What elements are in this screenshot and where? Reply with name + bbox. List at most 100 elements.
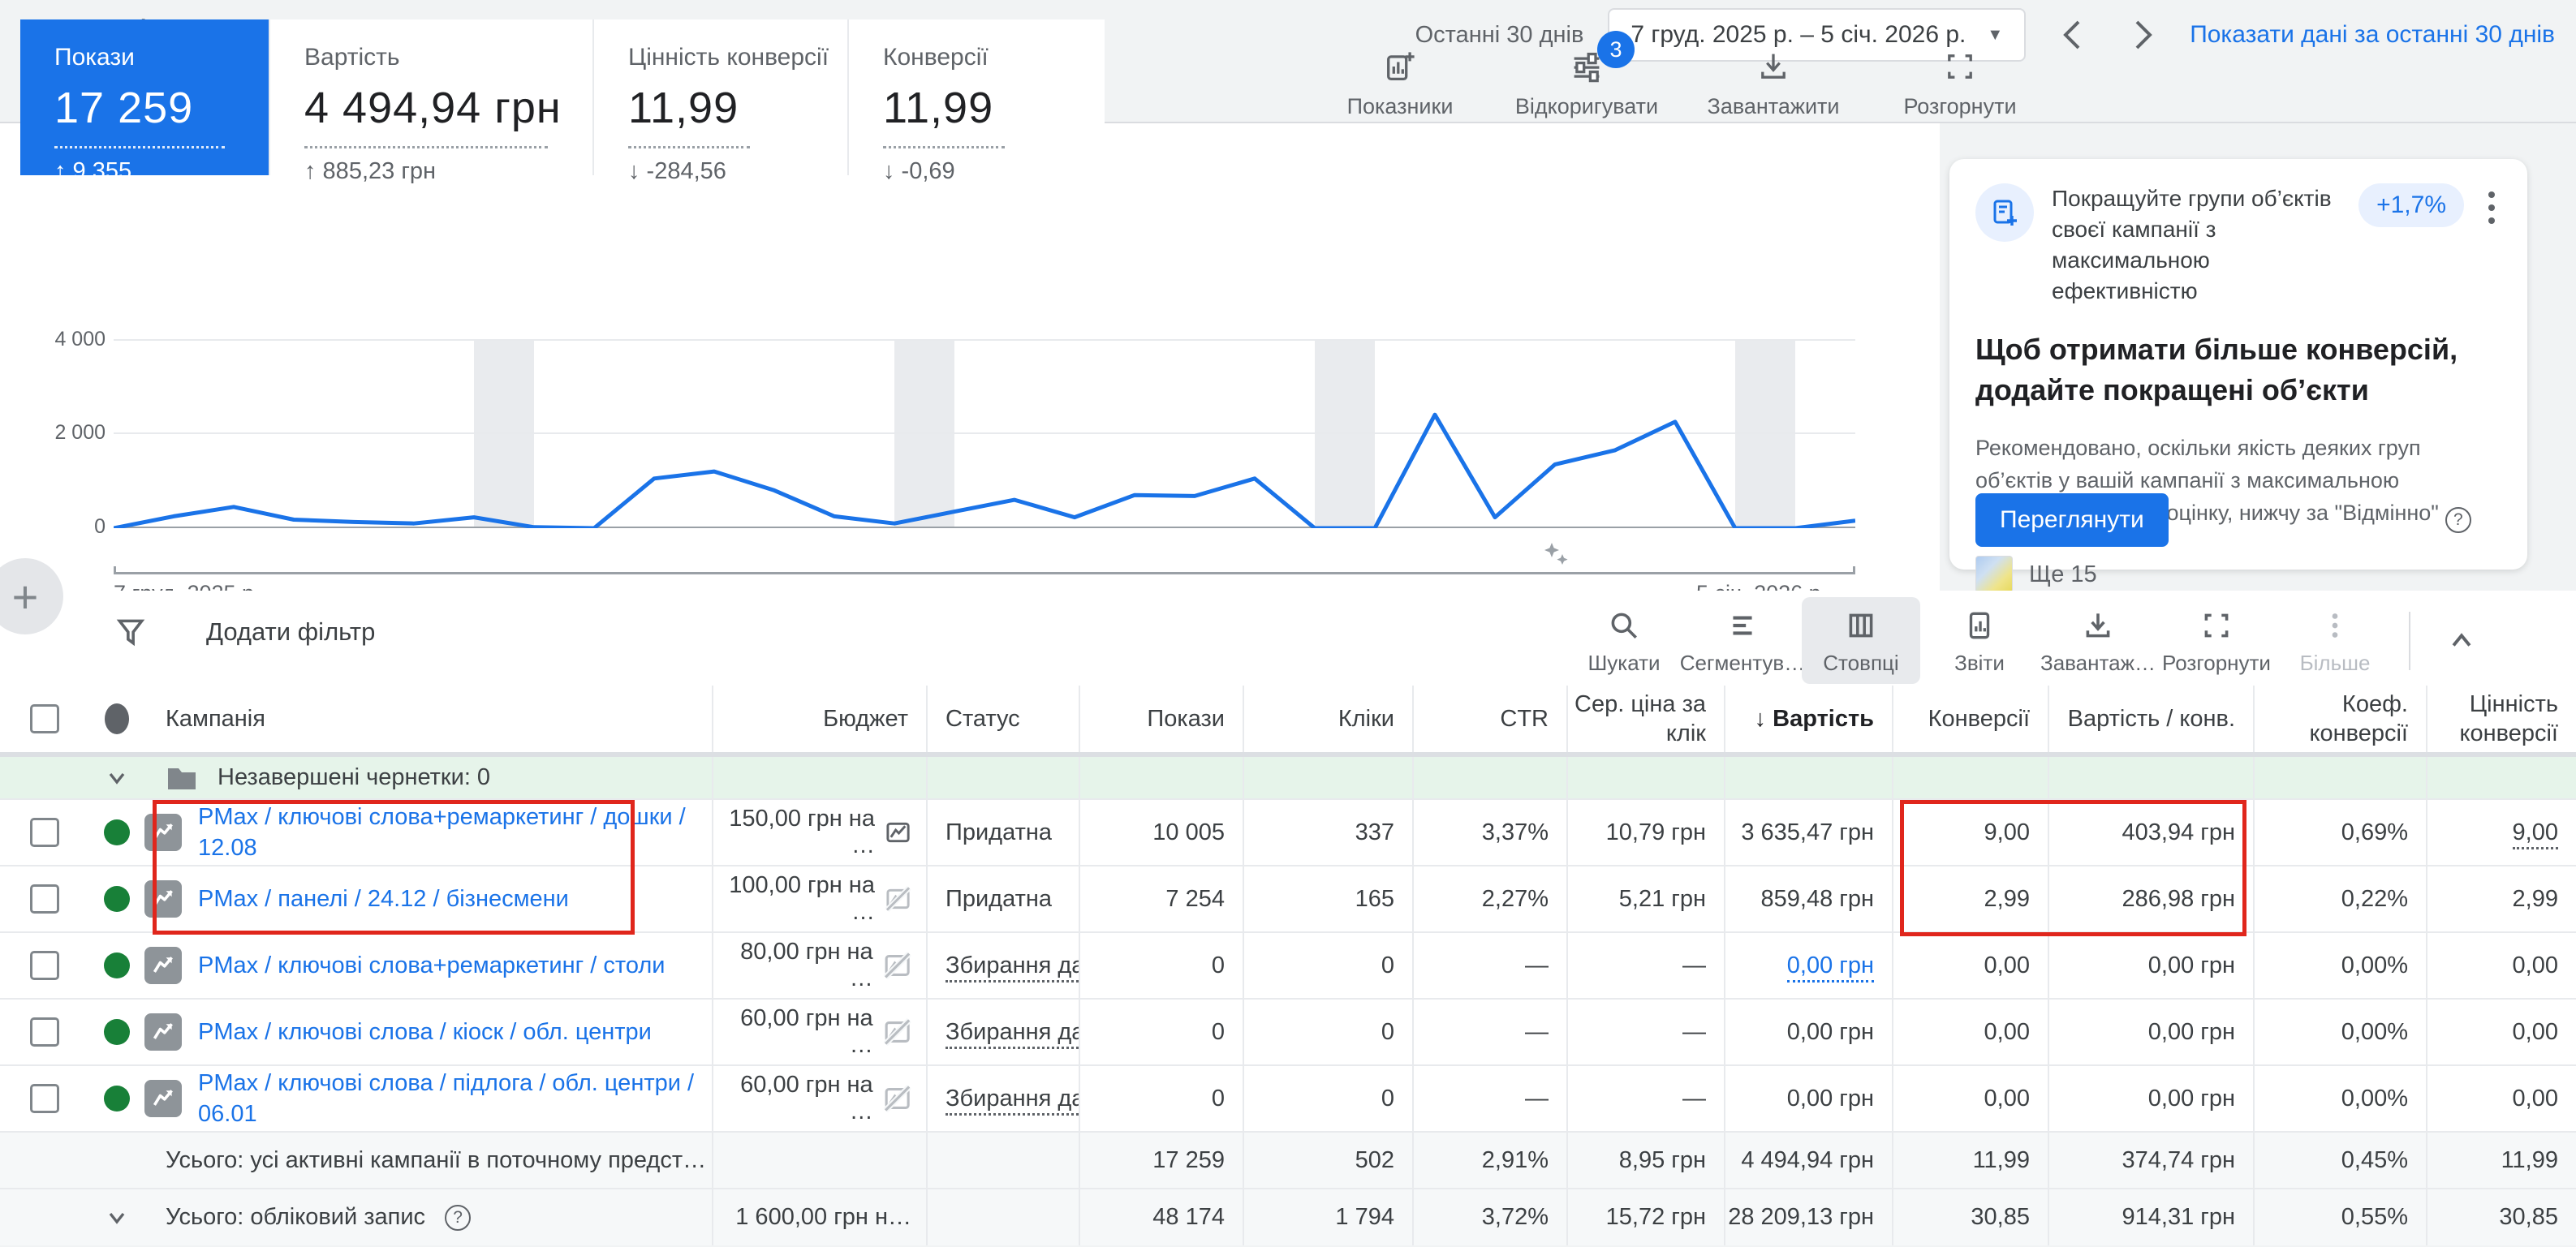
help-icon[interactable]: ? [445, 1204, 472, 1231]
select-all-header[interactable] [0, 686, 89, 757]
campaign-name-link[interactable]: PMax / ключові слова+ремаркетинг / столи [198, 952, 666, 978]
campaign-cell[interactable]: PMax / ключові слова / кіоск / обл. цент… [144, 999, 713, 1065]
scorecard-conv-value[interactable]: Цінність конверсії 11,99 ↓ -284,56 [594, 19, 849, 184]
status-dot-cell[interactable] [89, 999, 144, 1065]
campaign-name-link[interactable]: PMax / панелі / 24.12 / бізнесмени [198, 886, 569, 912]
columns-button[interactable]: Стовпці [1802, 597, 1920, 684]
campaign-type-icon [144, 1080, 182, 1117]
col-conv-value[interactable]: Цінність конверсії [2426, 686, 2576, 757]
download-chart-button[interactable]: Завантажити [1704, 49, 1842, 119]
total-cost-cell: 4 494,94 грн [1724, 1132, 1893, 1189]
scorecard-delta: ↓ -284,56 [628, 158, 726, 184]
clicks-cell: 0 [1243, 999, 1413, 1065]
total-impressions-cell: 48 174 [1079, 1189, 1243, 1245]
segment-button[interactable]: Сегментув… [1680, 597, 1805, 684]
col-cost-per-conv[interactable]: Вартість / конв. [2048, 686, 2254, 757]
scorecard-value: 11,99 [883, 84, 994, 132]
scorecard-cost[interactable]: Вартість 4 494,94 грн ↑ 885,23 грн [270, 19, 594, 184]
status-dot-cell[interactable] [89, 799, 144, 866]
status-dot-enabled[interactable] [104, 1086, 130, 1112]
adjust-button[interactable]: 3 Відкоригувати [1515, 31, 1658, 119]
row-checkbox[interactable] [30, 1017, 59, 1047]
total-label-cell: Усього: обліковий запис? [144, 1189, 713, 1245]
campaign-cell[interactable]: PMax / панелі / 24.12 / бізнесмени [144, 866, 713, 932]
col-avg-cpc[interactable]: Сер. ціна за клік [1566, 686, 1725, 757]
check-cell[interactable] [0, 799, 89, 866]
status-dot-enabled[interactable] [104, 886, 130, 912]
table-row: PMax / ключові слова / підлога / обл. це… [0, 1065, 2576, 1132]
scorecard-impressions[interactable]: Покази 17 259 ↑ 9 355 [20, 19, 270, 184]
row-checkbox[interactable] [30, 818, 59, 847]
col-cost-sorted[interactable]: ↓ Вартість [1724, 686, 1893, 757]
expand-table-button[interactable]: Розгорнути [2157, 597, 2276, 684]
col-ctr[interactable]: CTR [1412, 686, 1567, 757]
clicks-cell: 0 [1243, 1065, 1413, 1132]
status-dot-cell[interactable] [89, 1065, 144, 1132]
avg-cpc-cell: — [1566, 999, 1725, 1065]
budget-cell[interactable]: 60,00 грн на … [712, 999, 927, 1065]
status-filter-header[interactable] [89, 686, 144, 757]
budget-cell[interactable]: 100,00 грн на … [712, 866, 927, 932]
budget-cell[interactable]: 150,00 грн на … [712, 799, 927, 866]
campaign-name-link[interactable]: PMax / ключові слова / підлога / обл. це… [198, 1070, 695, 1127]
total-chevron-cell[interactable] [89, 1189, 144, 1245]
col-impressions[interactable]: Покази [1079, 686, 1243, 757]
scorecard-conversions[interactable]: Конверсії 11,99 ↓ -0,69 [849, 19, 1105, 184]
add-filter-button[interactable]: Додати фільтр [114, 615, 375, 649]
col-campaign[interactable]: Кампанія [144, 686, 713, 757]
select-all-checkbox[interactable] [30, 704, 59, 733]
chevron-up-icon [2452, 632, 2471, 647]
campaign-cell[interactable]: PMax / ключові слова+ремаркетинг / дошки… [144, 799, 713, 866]
col-status[interactable]: Статус [926, 686, 1079, 757]
add-campaign-button[interactable]: + [0, 558, 63, 634]
row-checkbox[interactable] [30, 1084, 59, 1113]
check-cell[interactable] [0, 999, 89, 1065]
status-dot-enabled[interactable] [104, 819, 130, 845]
table-toolbar: Додати фільтр Шукати Сегментув… Стовпці … [0, 591, 2576, 686]
campaign-type-icon [144, 880, 182, 918]
next-period-button[interactable] [2120, 12, 2165, 58]
expand-account-total-button[interactable] [89, 1203, 144, 1232]
cost-cell: 0,00 грн [1724, 1065, 1893, 1132]
col-budget[interactable]: Бюджет [712, 686, 927, 757]
status-dot-cell[interactable] [89, 932, 144, 999]
metrics-button[interactable]: Показники [1331, 49, 1469, 119]
status-dot-cell[interactable] [89, 866, 144, 932]
status-dot-enabled[interactable] [104, 1019, 130, 1045]
total-label: Усього: усі активні кампанії в поточному… [166, 1146, 707, 1173]
group-chevron-cell[interactable] [89, 755, 144, 799]
collapse-toolbar-button[interactable] [2425, 623, 2498, 659]
download-table-button[interactable]: Завантаж… [2039, 597, 2157, 684]
status-dot-enabled[interactable] [104, 952, 130, 978]
show-last-30-days-link[interactable]: Показати дані за останні 30 днів [2190, 21, 2555, 48]
chevron-down-icon [109, 1212, 125, 1224]
campaign-cell[interactable]: PMax / ключові слова+ремаркетинг / столи [144, 932, 713, 999]
cost-link[interactable]: 0,00 грн [1786, 952, 1874, 983]
budget-cell[interactable]: 60,00 грн на … [712, 1065, 927, 1132]
help-icon[interactable]: ? [2445, 507, 2471, 533]
col-conv-rate[interactable]: Коеф. конверсії [2253, 686, 2427, 757]
check-cell[interactable] [0, 1065, 89, 1132]
more-options-icon[interactable] [2482, 183, 2501, 232]
row-checkbox[interactable] [30, 884, 59, 914]
campaign-name-link[interactable]: PMax / ключові слова / кіоск / обл. цент… [198, 1019, 652, 1045]
avg-cpc-cell: — [1566, 1065, 1725, 1132]
col-conversions[interactable]: Конверсії [1892, 686, 2048, 757]
budget-cell[interactable]: 80,00 грн на … [712, 932, 927, 999]
view-recommendation-button[interactable]: Переглянути [1975, 493, 2169, 547]
folder-icon [168, 768, 196, 789]
collapse-group-button[interactable] [89, 763, 144, 793]
check-cell[interactable] [0, 932, 89, 999]
check-cell[interactable] [0, 866, 89, 932]
impressions-cell: 0 [1079, 1065, 1243, 1132]
search-button[interactable]: Шукати [1565, 597, 1683, 684]
reports-button[interactable]: Звіти [1920, 597, 2039, 684]
campaign-name-link[interactable]: PMax / ключові слова+ремаркетинг / дошки… [198, 804, 686, 861]
cost-cell[interactable]: 0,00 грн [1724, 932, 1893, 999]
row-checkbox[interactable] [30, 951, 59, 980]
date-range-dropdown[interactable]: 7 груд. 2025 р. – 5 січ. 2026 р. ▼ [1608, 8, 2027, 62]
prev-period-button[interactable] [2050, 12, 2096, 58]
col-clicks[interactable]: Кліки [1243, 686, 1413, 757]
campaign-cell[interactable]: PMax / ключові слова / підлога / обл. це… [144, 1065, 713, 1132]
expand-chart-button[interactable]: Розгорнути [1891, 49, 2029, 119]
